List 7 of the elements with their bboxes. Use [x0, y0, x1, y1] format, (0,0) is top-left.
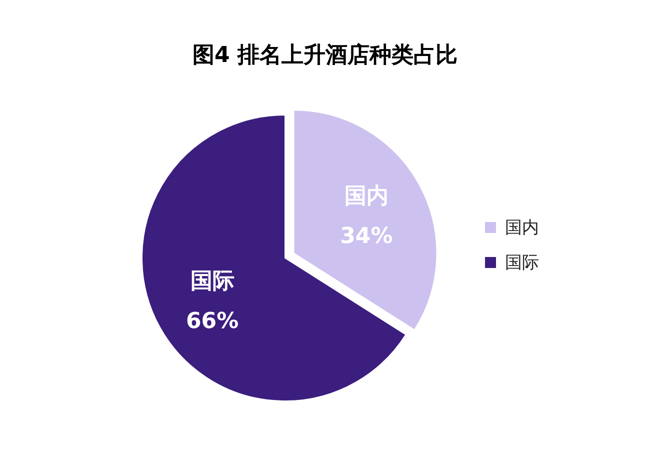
slice-label: 国内: [344, 184, 388, 210]
data-label: 34%: [340, 224, 393, 250]
chart-title: 图4 排名上升酒店种类占比: [192, 42, 458, 68]
legend-label: 国际: [505, 253, 539, 273]
legend-label: 国内: [505, 218, 539, 238]
data-label: 66%: [186, 308, 239, 334]
slice-label: 国际: [190, 268, 234, 294]
